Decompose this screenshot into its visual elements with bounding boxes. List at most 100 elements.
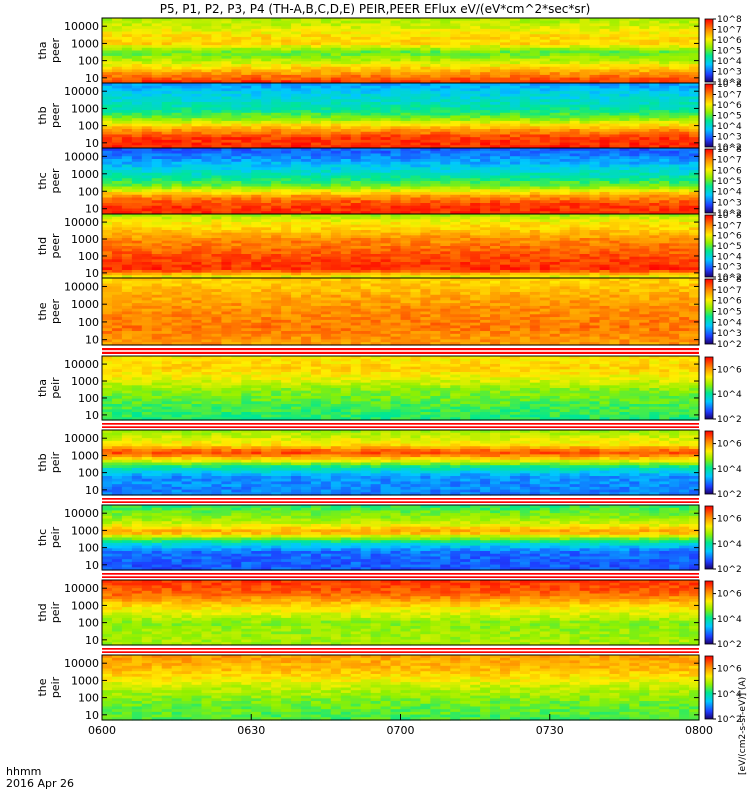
panel-separator: [102, 648, 699, 653]
y-tick-label: 1000: [71, 102, 99, 115]
panel-frame: [101, 355, 700, 421]
y-tick-label: 10000: [64, 358, 99, 371]
panel-separator: [102, 573, 699, 578]
y-tick-label: 100: [78, 185, 99, 198]
colorbar-tick-label: 10^8: [717, 15, 742, 25]
y-tick-label: 1000: [71, 37, 99, 50]
colorbar-tick-label: 10^3: [717, 329, 742, 339]
colorbar-tick-label: 10^2: [717, 565, 742, 575]
colorbar-tick-label: 10^5: [717, 308, 742, 318]
colorbar-tick-label: 10^8: [717, 145, 742, 155]
colorbar-tick-label: 10^4: [717, 188, 742, 198]
y-tick-label: 10: [85, 267, 99, 280]
y-tick-label: 100: [78, 55, 99, 68]
colorbar-tick-label: 10^6: [717, 440, 742, 450]
colorbar-tick-label: 10^5: [717, 242, 742, 252]
y-tick-label: 100: [78, 542, 99, 555]
heatmap-cells: [102, 18, 700, 84]
panel-probe-label: tha: [36, 379, 49, 397]
panel-species-label: peir: [49, 526, 62, 548]
heatmap-cells: [102, 505, 700, 571]
panel-species-label: peir: [49, 377, 62, 399]
panel-species-label: peer: [49, 233, 62, 259]
colorbar-tick-label: 10^2: [717, 78, 742, 88]
colorbar-tick-label: 10^2: [717, 490, 742, 500]
panel-species-label: peer: [49, 38, 62, 64]
colorbar: [704, 655, 714, 720]
panel-species-label: peer: [49, 103, 62, 129]
y-tick-label: 10000: [64, 582, 99, 595]
y-tick-label: 1000: [71, 375, 99, 388]
panel-thb-peir: 10 100 1000 10000 thb peir 10^2 10^4 10^6: [36, 429, 742, 500]
y-tick-label: 10: [85, 203, 99, 216]
y-tick-label: 1000: [71, 233, 99, 246]
colorbar-tick-label: 10^2: [717, 143, 742, 153]
heatmap-cells: [102, 356, 700, 421]
colorbar: [704, 214, 714, 278]
colorbar-tick-label: 10^3: [717, 263, 742, 273]
panel-probe-label: thc: [36, 172, 49, 189]
colorbar-tick-label: 10^4: [717, 318, 742, 328]
colorbar-tick-label: 10^8: [717, 275, 742, 285]
y-tick-label: 100: [78, 250, 99, 263]
panel-species-label: peer: [49, 299, 62, 325]
colorbar-tick-label: 10^4: [717, 465, 742, 475]
colorbar-tick-label: 10^2: [717, 715, 742, 725]
y-tick-label: 10: [85, 559, 99, 572]
y-tick-label: 1000: [71, 599, 99, 612]
colorbar: [704, 278, 714, 345]
colorbar-tick-label: 10^4: [717, 615, 742, 625]
colorbar-tick-label: 10^8: [717, 80, 742, 90]
panel-frame: [101, 579, 700, 646]
x-tick-label: 0600: [88, 724, 116, 737]
colorbar-tick-label: 10^7: [717, 286, 742, 296]
y-tick-label: 100: [78, 692, 99, 705]
panel-separator: [102, 423, 699, 428]
y-tick-label: 100: [78, 316, 99, 329]
y-tick-label: 10: [85, 72, 99, 85]
colorbar-tick-label: 10^2: [717, 340, 742, 350]
y-tick-label: 1000: [71, 524, 99, 537]
colorbar-tick-label: 10^6: [717, 297, 742, 307]
colorbar-tick-label: 10^6: [717, 590, 742, 600]
colorbar-tick-label: 10^6: [717, 166, 742, 176]
colorbar-tick-label: 10^2: [717, 415, 742, 425]
colorbar-tick-label: 10^4: [717, 57, 742, 67]
x-tick-label: 0630: [237, 724, 265, 737]
y-tick-label: 100: [78, 467, 99, 480]
panel-species-label: peir: [49, 676, 62, 698]
colorbar: [704, 83, 714, 148]
panel-thc-peir: 10 100 1000 10000 thc peir 10^2 10^4 10^6: [36, 504, 742, 575]
panel-probe-label: thb: [36, 106, 49, 124]
colorbar-tick-label: 10^5: [717, 177, 742, 187]
colorbar: [704, 18, 714, 83]
colorbar-tick-label: 10^4: [717, 390, 742, 400]
panel-species-label: peir: [49, 451, 62, 473]
y-tick-label: 1000: [71, 449, 99, 462]
panel-frame: [101, 429, 700, 496]
y-tick-label: 10: [85, 409, 99, 422]
panel-separator: [102, 498, 699, 503]
colorbar: [704, 148, 714, 214]
heatmap-cells: [102, 214, 700, 279]
colorbar-tick-label: 10^5: [717, 47, 742, 57]
colorbar-units-label: [eV/(cm2-s-sr-eV)] (A): [738, 677, 748, 775]
panel-the-peir: 10 100 1000 10000 the peir 10^2 10^4 10^6: [36, 654, 742, 725]
y-tick-label: 10000: [64, 657, 99, 670]
colorbar-tick-label: 10^4: [717, 122, 742, 132]
colorbar: [704, 356, 714, 420]
colorbar-tick-label: 10^2: [717, 640, 742, 650]
heatmap-cells: [102, 83, 700, 149]
x-tick-label: 0700: [387, 724, 415, 737]
heatmap-cells: [102, 655, 700, 721]
heatmap-cells: [102, 148, 700, 215]
y-tick-label: 1000: [71, 298, 99, 311]
y-tick-label: 10: [85, 484, 99, 497]
panel-probe-label: tha: [36, 41, 49, 59]
colorbar: [704, 580, 714, 645]
panel-species-label: peer: [49, 168, 62, 194]
colorbar-tick-label: 10^2: [717, 209, 742, 219]
